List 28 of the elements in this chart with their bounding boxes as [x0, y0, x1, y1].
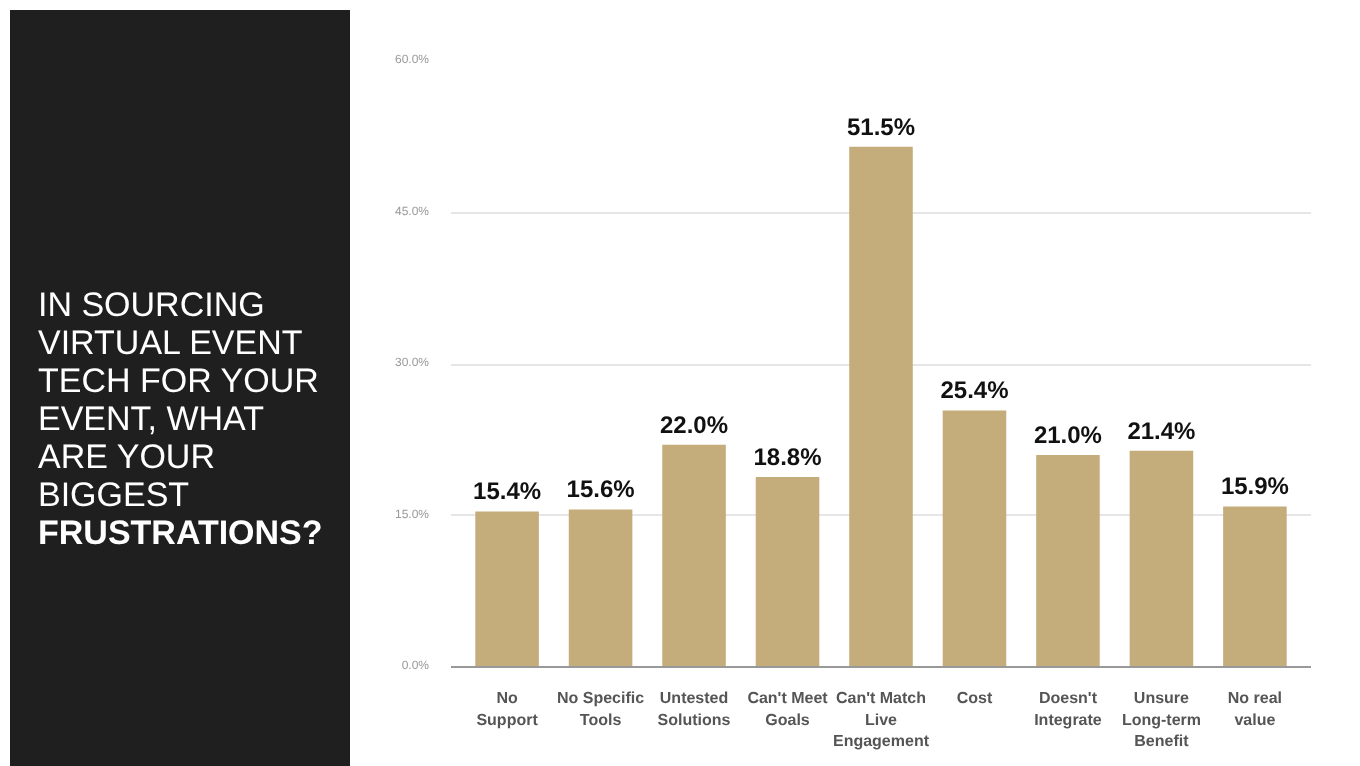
data-label: 25.4% [940, 376, 1010, 405]
bar [755, 477, 820, 667]
x-tick-label: Unsure Long-term Benefit [1121, 689, 1202, 751]
bar [475, 511, 539, 667]
data-label: 21.4% [1127, 416, 1197, 445]
x-tick-label: Untested Solutions [657, 689, 732, 729]
bar [1129, 450, 1194, 667]
bar [662, 444, 726, 667]
data-label: 15.4% [473, 477, 542, 506]
text: IN SOURCING VIRTUAL EVENT TECH FOR YOUR EVENT, WHAT ARE YOUR BIGGEST FRUSTRATIONS? [38, 286, 325, 552]
x-tick-label: Cost [956, 689, 993, 707]
bar [1223, 506, 1287, 667]
bar [942, 410, 1007, 667]
x-tick-label: No Specific Tools [557, 689, 646, 729]
x-tick-label: Doesn't Integrate [1034, 689, 1103, 729]
x-tick-label: No Support [476, 689, 539, 729]
bar [849, 146, 913, 667]
bar [1036, 454, 1100, 667]
data-label: 18.8% [753, 443, 823, 472]
data-label: 22.0% [660, 410, 729, 439]
x-tick-label: Can't Match Live Engagement [832, 689, 930, 751]
data-label: 51.5% [846, 112, 916, 141]
x-tick-label: Can't Meet Goals [747, 689, 829, 729]
bar [568, 509, 633, 667]
data-label: 15.6% [566, 475, 636, 504]
data-label: 21.0% [1033, 420, 1103, 449]
x-tick-label: No real value [1227, 689, 1283, 729]
data-label: 15.9% [1220, 472, 1290, 501]
